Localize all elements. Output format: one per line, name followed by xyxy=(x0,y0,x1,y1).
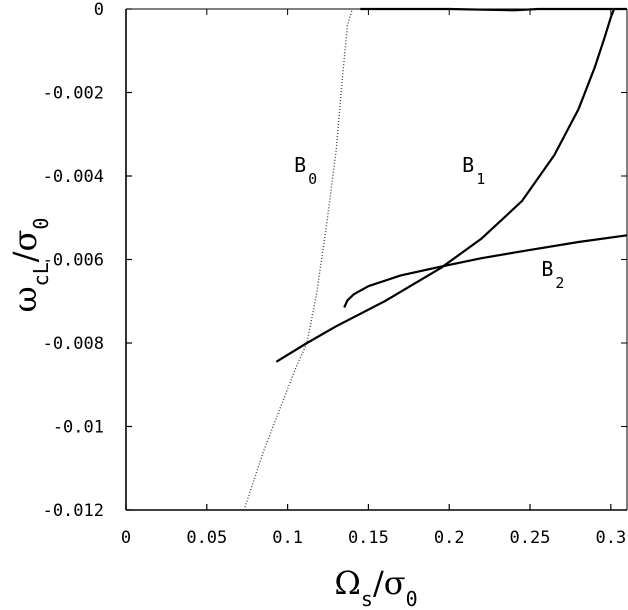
y-tick-label: 0 xyxy=(94,0,104,20)
curve-label-b0: B0 xyxy=(294,153,317,188)
x-tick-label: 0.05 xyxy=(186,528,227,548)
x-tick-label: 0.3 xyxy=(595,528,626,548)
y-tick-label: -0.006 xyxy=(43,251,104,271)
y-tick-label: -0.008 xyxy=(43,334,104,354)
curve-labels: B0 B1 B2 xyxy=(294,153,564,292)
x-tick-label: 0.15 xyxy=(348,528,389,548)
series-layer xyxy=(243,7,628,511)
x-tick-label: 0.1 xyxy=(272,528,303,548)
series-b2-line xyxy=(343,234,628,308)
x-tick-label: 0.25 xyxy=(510,528,551,548)
curve-label-b1: B1 xyxy=(462,153,485,188)
series-b0-line xyxy=(243,8,353,511)
x-tick-label: 0 xyxy=(121,528,131,548)
y-axis-label: ωcL/σ0 xyxy=(6,218,53,313)
series-b1-line xyxy=(275,8,616,363)
y-tick-label: -0.01 xyxy=(53,418,104,438)
x-axis-label: Ωs/σ0 xyxy=(334,564,417,610)
series-b1-line xyxy=(360,7,627,12)
y-tick-label: -0.004 xyxy=(43,167,104,187)
x-axis-ticks: 0 0.05 0.1 0.15 0.2 0.25 0.3 xyxy=(121,9,626,548)
curve-label-b2: B2 xyxy=(541,257,564,292)
x-tick-label: 0.2 xyxy=(434,528,465,548)
y-tick-label: -0.012 xyxy=(43,501,104,521)
y-axis-ticks: 0 -0.002 -0.004 -0.006 -0.008 -0.01 -0.012 xyxy=(43,0,627,521)
y-tick-label: -0.002 xyxy=(43,84,104,104)
